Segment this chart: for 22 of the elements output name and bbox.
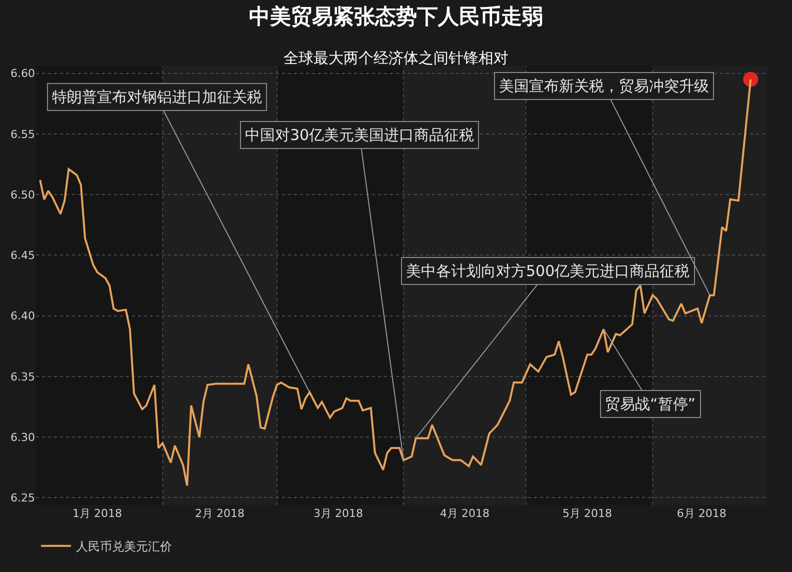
annotation: 中国对30亿美元美国进口商品征税 [245, 126, 474, 144]
x-tick-label: 2月 2018 [195, 507, 245, 520]
y-tick-label: 6.45 [10, 249, 35, 262]
annotation: 美国宣布新关税，贸易冲突升级 [499, 77, 709, 95]
x-tick-label: 1月 2018 [72, 507, 122, 520]
legend-label: 人民币兑美元汇价 [76, 540, 172, 554]
y-tick-label: 6.60 [10, 67, 35, 80]
x-tick-label: 3月 2018 [313, 507, 363, 520]
chart-subtitle: 全球最大两个经济体之间针锋相对 [284, 48, 508, 67]
y-tick-label: 6.30 [10, 430, 35, 444]
y-tick-label: 6.25 [10, 492, 35, 505]
y-tick-label: 6.50 [10, 188, 35, 202]
x-tick-label: 6月 2018 [676, 507, 726, 520]
x-tick-label: 5月 2018 [562, 507, 612, 520]
y-tick-label: 6.40 [10, 310, 35, 323]
annotation: 美中各计划向对方500亿美元进口商品征税 [406, 262, 690, 280]
annotation: 特朗普宣布对钢铝进口加征关税 [52, 88, 262, 106]
x-tick-label: 4月 2018 [440, 507, 490, 520]
y-tick-label: 6.35 [10, 370, 35, 384]
chart-title: 中美贸易紧张态势下人民币走弱 [249, 4, 543, 28]
annotation: 贸易战“暂停” [605, 395, 696, 413]
y-tick-label: 6.55 [10, 128, 35, 141]
